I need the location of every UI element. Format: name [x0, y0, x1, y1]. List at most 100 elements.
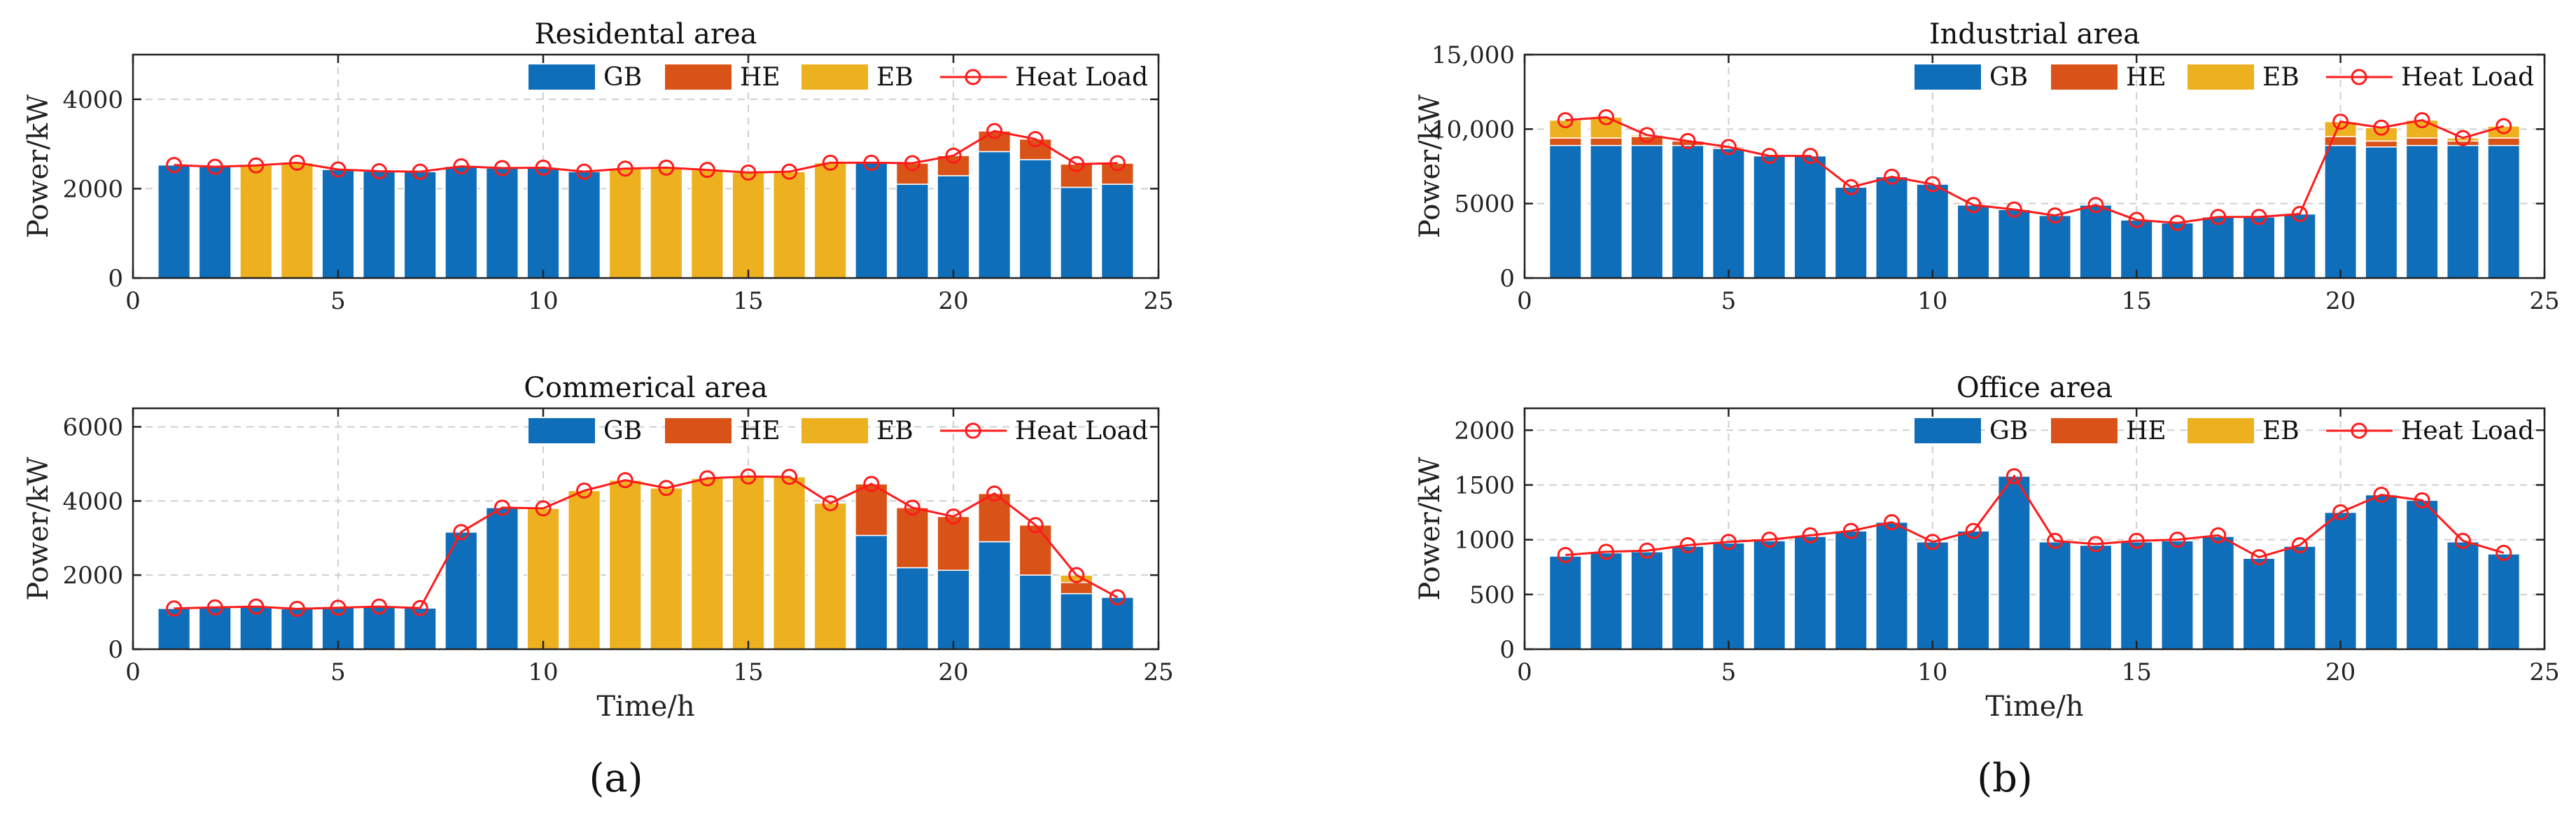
- x-axis-label: Time/h: [596, 691, 694, 723]
- heat-load-point-t16: [2169, 532, 2185, 548]
- bar-he-t22: [1018, 524, 1052, 576]
- legend-label-eb: EB: [2262, 63, 2300, 92]
- heat-load-point-t11: [576, 163, 593, 180]
- bar-he-t20: [2324, 136, 2358, 146]
- heat-load-point-t14: [2087, 536, 2104, 553]
- heat-load-point-t20: [2332, 113, 2349, 130]
- bar-gb-t7: [1793, 155, 1827, 279]
- heat-load-point-t18: [2250, 549, 2267, 566]
- bar-gb-t11: [567, 171, 601, 279]
- heat-load-point-t19: [904, 499, 920, 516]
- heat-load-line: [174, 130, 1118, 174]
- legend-marker-heat-load: [965, 69, 981, 85]
- bar-gb-t20: [2324, 144, 2358, 279]
- legend: GB HE EB Heat Load: [528, 63, 1148, 92]
- y-tick-label: 500: [1469, 581, 1515, 609]
- heat-load-point-t19: [2291, 536, 2308, 553]
- bar-he-t22: [2405, 137, 2439, 146]
- heat-load-point-t13: [2047, 532, 2064, 549]
- bar-he-t22: [1018, 138, 1052, 160]
- y-axis-label: Power/kW: [1414, 457, 1446, 600]
- heat-load-point-t15: [2128, 212, 2145, 228]
- heat-load-point-t20: [945, 508, 962, 525]
- heat-load-point-t13: [658, 480, 675, 497]
- legend-swatch-eb: [802, 418, 868, 443]
- bar-eb-t15: [732, 476, 765, 650]
- heat-load-point-t2: [206, 599, 223, 616]
- heat-load-point-t23: [2454, 532, 2471, 549]
- x-tick-label: 10: [528, 287, 558, 315]
- bar-gb-t8: [1834, 186, 1868, 279]
- heat-load-point-t12: [617, 472, 634, 489]
- bar-he-t19: [895, 162, 930, 185]
- bar-eb-t4: [280, 162, 314, 279]
- subfigure-label-b: (b): [1977, 756, 2033, 801]
- y-tick-label: 10,000: [1432, 116, 1515, 144]
- bar-he-t1: [1548, 137, 1582, 146]
- legend-label-eb: EB: [2262, 417, 2300, 445]
- legend-swatch-gb: [1914, 64, 1981, 90]
- heat-load-point-t7: [412, 599, 428, 616]
- chart-office: 0 5 10 15 20 25 0 500 1000 1500 2000 Office area Pow…: [1414, 372, 2560, 723]
- bar-gb-t19: [2283, 213, 2316, 279]
- bar-gb-t17: [2202, 536, 2235, 650]
- legend-label-eb: EB: [876, 417, 913, 445]
- heat-load-point-t1: [1557, 112, 1574, 129]
- heat-load-point-t17: [822, 494, 839, 511]
- y-tick-label: 2000: [1454, 417, 1515, 445]
- heat-load-point-t10: [1924, 176, 1941, 193]
- bar-gb-t3: [1630, 551, 1664, 650]
- legend-label-gb: GB: [1989, 417, 2028, 445]
- legend: GB HE EB Heat Load: [1914, 63, 2534, 92]
- heat-load-point-t19: [904, 155, 920, 172]
- chart-title: Office area: [1956, 372, 2113, 404]
- heat-load-line: [1565, 474, 2505, 559]
- heat-load-point-t18: [863, 476, 880, 492]
- heat-load-point-t3: [1639, 542, 1656, 559]
- plot-frame: [1523, 53, 2546, 279]
- bar-gb-t12: [1997, 209, 2031, 279]
- bar-gb-t2: [1590, 552, 1623, 650]
- heat-load-point-t24: [2496, 118, 2512, 134]
- x-tick-label: 25: [1143, 658, 1173, 686]
- chart-title: Residental area: [534, 18, 757, 50]
- bar-eb-t16: [772, 476, 806, 650]
- heat-load-point-t22: [2414, 112, 2430, 129]
- bar-gb-t22: [2405, 499, 2439, 650]
- bar-gb-t18: [855, 162, 888, 279]
- heat-load-point-t5: [1720, 139, 1737, 155]
- bar-gb-t14: [2079, 544, 2113, 650]
- heat-load-point-t9: [493, 499, 510, 516]
- bar-gb-t9: [485, 507, 519, 650]
- heat-load-point-t12: [2005, 201, 2022, 218]
- legend: GB HE EB Heat Load: [1914, 417, 2534, 445]
- y-tick-label: 4000: [62, 487, 123, 515]
- bar-eb-t3: [239, 165, 273, 279]
- bar-eb-t14: [690, 169, 724, 279]
- x-tick-label: 10: [1917, 658, 1947, 686]
- legend-marker-heat-load: [965, 422, 981, 439]
- legend: GB HE EB Heat Load: [528, 417, 1148, 445]
- bar-he-t20: [937, 155, 970, 176]
- bar-gb-t12: [1997, 476, 2031, 650]
- heat-load-point-t20: [2332, 504, 2349, 521]
- heat-load-point-t23: [2454, 130, 2471, 146]
- heat-load-point-t15: [740, 164, 757, 181]
- bar-he-t21: [2365, 140, 2398, 148]
- heat-load-point-t7: [412, 163, 428, 180]
- y-axis-label: Power/kW: [1414, 95, 1446, 238]
- heat-load-point-t20: [945, 147, 962, 164]
- heat-load-point-t4: [288, 154, 305, 171]
- heat-load-point-t2: [1598, 109, 1615, 125]
- legend-swatch-eb: [802, 64, 868, 90]
- heat-load-point-t19: [2291, 206, 2308, 223]
- bar-gb-t21: [977, 541, 1011, 650]
- x-axis-label: Time/h: [1985, 691, 2083, 723]
- heat-load-point-t9: [1884, 514, 1900, 531]
- plot-frame: [132, 407, 1160, 651]
- bar-gb-t21: [2365, 146, 2398, 279]
- y-tick-label: 2000: [62, 175, 123, 203]
- y-axis-label: Power/kW: [22, 95, 55, 238]
- heat-load-point-t16: [781, 163, 798, 180]
